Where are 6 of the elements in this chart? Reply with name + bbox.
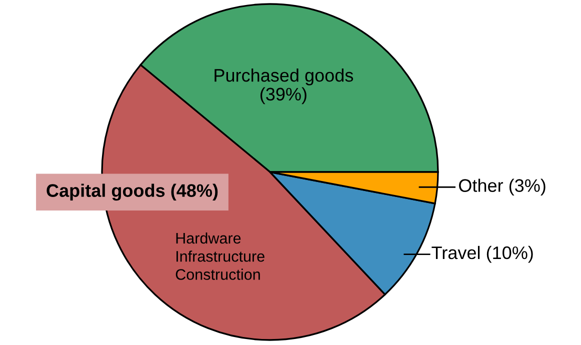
data-label: (39%) [260,87,306,104]
slice-label: Purchased goods [214,68,354,86]
slice-label: Capital goods (48%) [46,184,218,201]
slice-label: Travel (10%) [432,246,533,263]
slice-label: Other (3%) [459,178,546,196]
text: Hardware Infrastructure Construction [176,232,264,280]
